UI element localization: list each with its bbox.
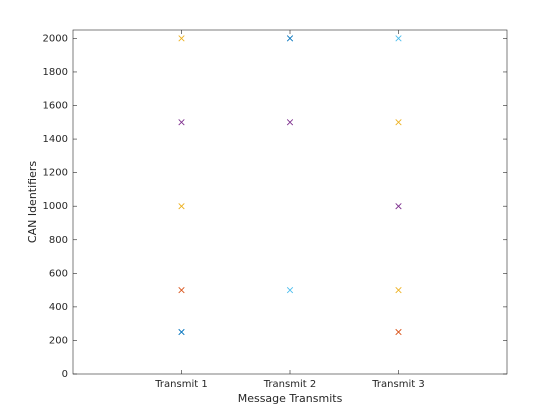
marker	[178, 119, 185, 126]
axes-box	[72, 29, 508, 375]
marker	[178, 35, 185, 42]
x-axis-label: Message Transmits	[238, 392, 343, 405]
marker	[395, 35, 402, 42]
y-tick-label: 600	[49, 268, 68, 279]
y-tick-label: 1800	[43, 67, 68, 78]
marker	[286, 286, 294, 294]
y-tick-label: 200	[49, 335, 68, 346]
y-tick-label: 1600	[43, 101, 68, 112]
y-tick-label: 1000	[43, 201, 68, 212]
y-tick-label: 0	[62, 369, 68, 380]
marker	[395, 286, 402, 294]
x-tick-label: Transmit 1	[154, 379, 207, 390]
y-tick-label: 2000	[43, 33, 68, 44]
y-tick-label: 800	[49, 235, 68, 246]
marker	[395, 203, 402, 210]
y-axis-label: CAN Identifiers	[26, 161, 39, 243]
marker	[178, 328, 185, 336]
x-tick-label: Transmit 3	[371, 379, 424, 390]
y-tick-label: 1400	[43, 134, 68, 145]
marker	[395, 119, 402, 126]
marker	[286, 35, 294, 42]
marker	[286, 119, 294, 126]
y-tick-label: 400	[49, 302, 68, 313]
x-tick-label: Transmit 2	[263, 379, 316, 390]
marker	[178, 286, 185, 294]
plot-area	[73, 30, 507, 374]
marker	[395, 328, 402, 336]
marker	[178, 203, 185, 210]
y-tick-label: 1200	[43, 168, 68, 179]
